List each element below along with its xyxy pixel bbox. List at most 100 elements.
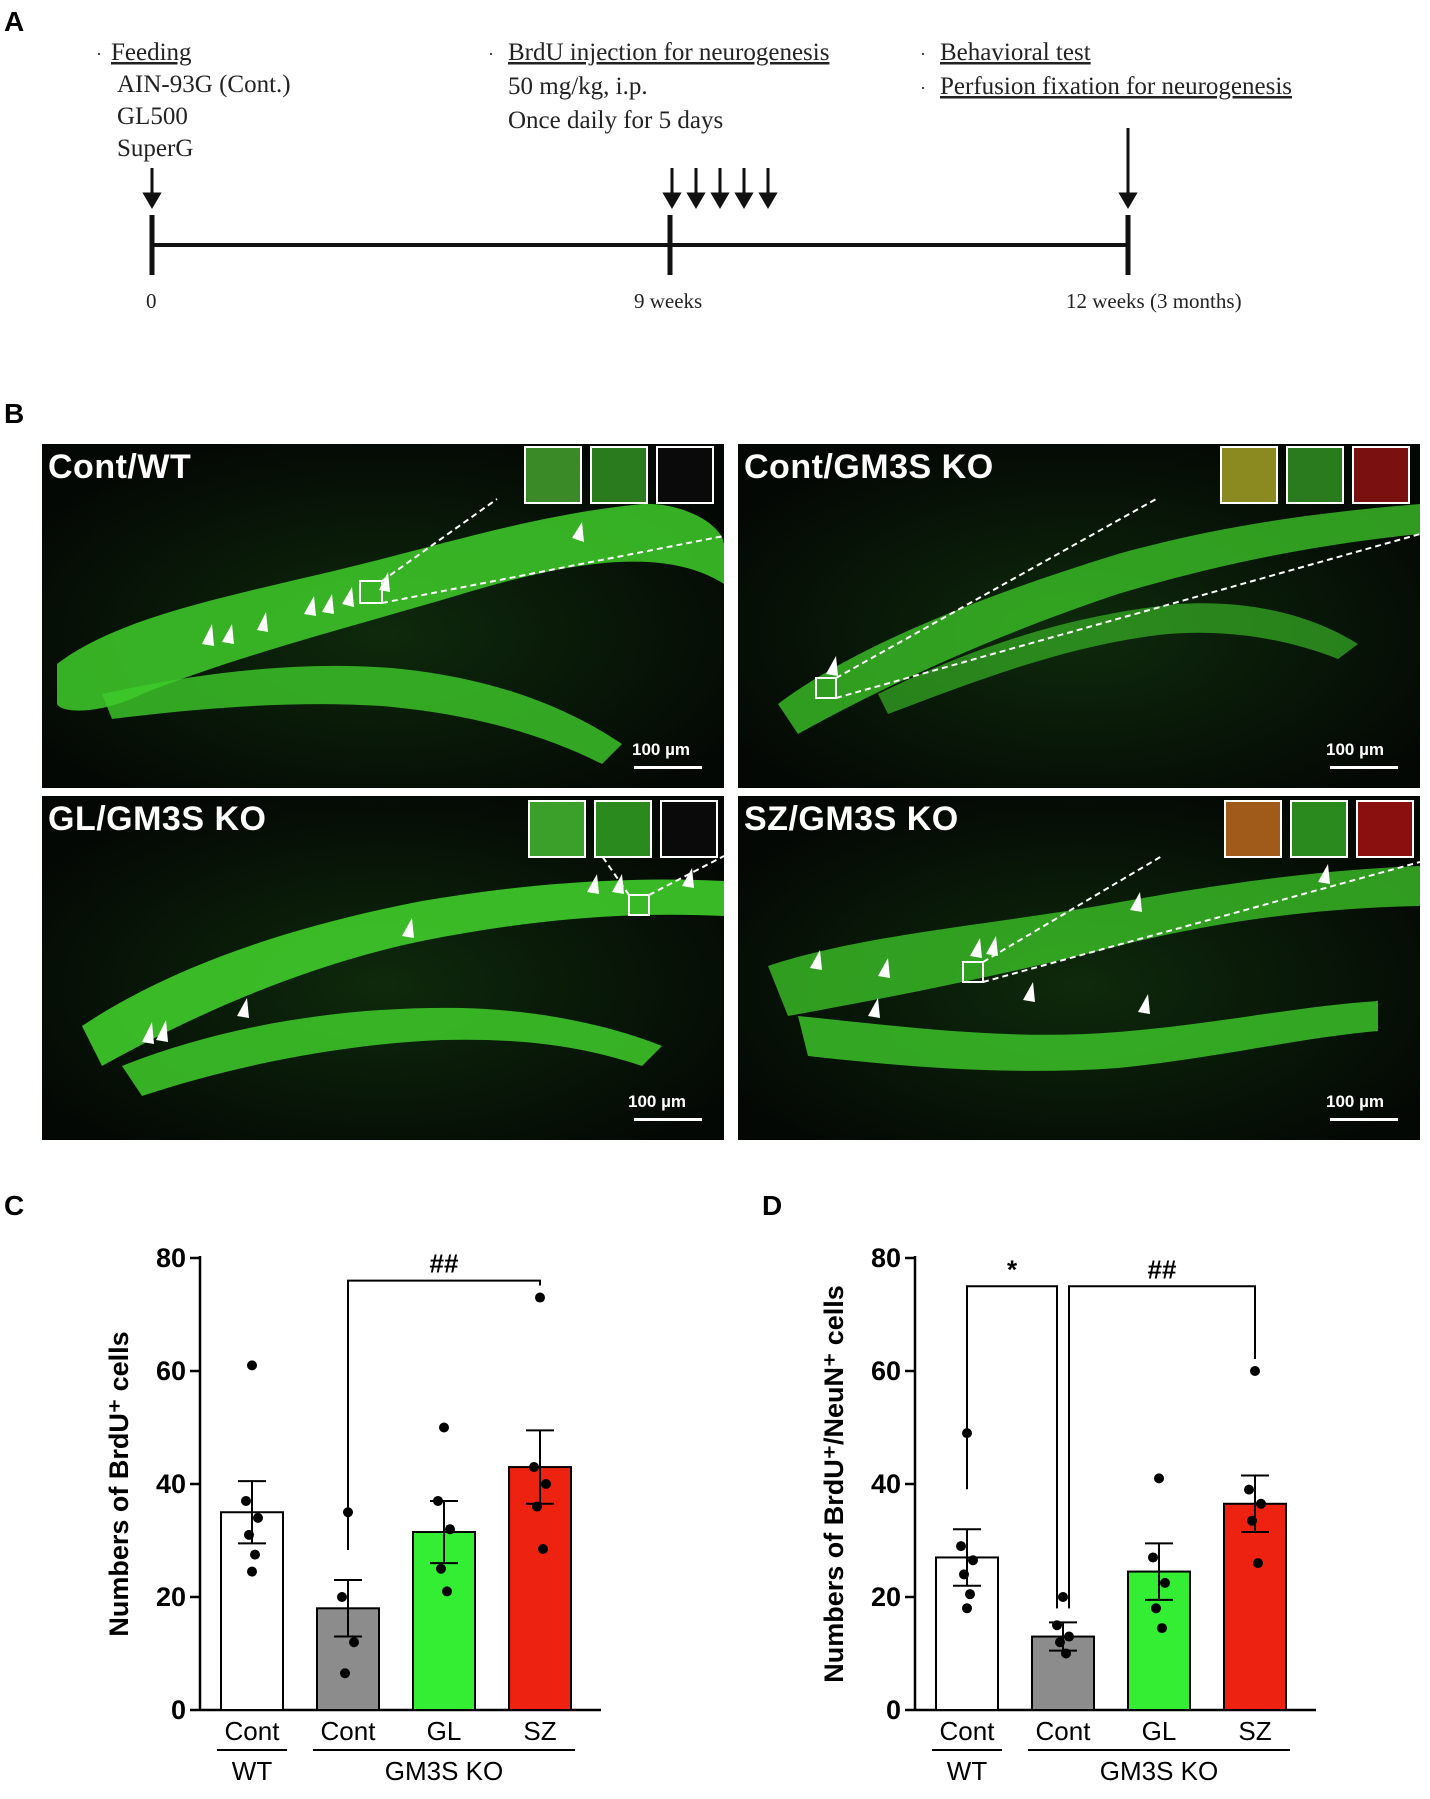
behavior-bullet-2: · <box>920 78 926 98</box>
data-point <box>959 1569 969 1580</box>
data-point <box>532 1501 542 1512</box>
data-point <box>349 1637 359 1648</box>
brdu-bullet: · <box>488 44 494 64</box>
data-point <box>541 1479 551 1489</box>
scale-bar <box>1330 766 1398 769</box>
data-point <box>1055 1637 1065 1648</box>
category-label: GL <box>427 1716 462 1746</box>
y-tick-label: 40 <box>156 1469 186 1499</box>
data-point <box>956 1541 966 1552</box>
data-point <box>1247 1515 1257 1526</box>
y-tick-label: 40 <box>871 1469 901 1499</box>
data-point <box>1064 1631 1074 1642</box>
inset-merge <box>528 800 586 858</box>
category-label: Cont <box>225 1716 281 1746</box>
micrograph-label-gl-gm3s-ko: GL/GM3S KO <box>48 800 267 838</box>
scale-bar-label: 100 µm <box>628 1092 686 1111</box>
bar <box>1223 1502 1287 1711</box>
data-point <box>1244 1484 1254 1495</box>
inset-brdu <box>660 800 718 858</box>
y-tick-label: 20 <box>156 1582 186 1612</box>
category-label: SZ <box>1238 1716 1271 1746</box>
inset-neun <box>590 446 648 504</box>
inset-merge <box>524 446 582 504</box>
timeline-tick-9-weeks: 9 weeks <box>634 289 702 313</box>
category-label: Cont <box>1036 1716 1092 1746</box>
micrograph-label-cont-wt: Cont/WT <box>48 448 192 486</box>
data-point <box>250 1549 260 1560</box>
panel-letter-a: A <box>4 6 25 37</box>
y-tick-label: 0 <box>171 1695 186 1725</box>
inset-merge <box>1220 446 1278 504</box>
y-tick-label: 60 <box>156 1356 186 1386</box>
data-point <box>244 1529 254 1540</box>
data-point <box>1154 1473 1164 1484</box>
data-point <box>1157 1623 1167 1634</box>
brdu-dose: 50 mg/kg, i.p. <box>508 73 648 100</box>
category-label: SZ <box>523 1716 556 1746</box>
data-point <box>1250 1366 1260 1376</box>
data-point <box>253 1512 263 1523</box>
data-point <box>439 1422 449 1433</box>
inset-brdu <box>656 446 714 504</box>
category-label: Cont <box>940 1716 996 1746</box>
micrograph-label-cont-gm3s-ko: Cont/GM3S KO <box>744 448 994 486</box>
scale-bar <box>1330 1118 1398 1121</box>
chart-brdu-neun-cells: 0 20 40 60 80 Numbers of BrdU⁺/NeuN⁺ cells Con… <box>819 1243 1316 1786</box>
chart-brdu-cells: 0 20 40 60 80 Numbers of BrdU⁺ cells Cont Cont G… <box>104 1243 601 1786</box>
data-point <box>340 1668 350 1679</box>
timeline-tick-12-weeks: 12 weeks (3 months) <box>1066 289 1242 313</box>
data-point <box>436 1563 446 1574</box>
significance-label: ## <box>430 1249 459 1279</box>
data-point <box>1160 1577 1170 1588</box>
data-point <box>1148 1552 1158 1563</box>
significance-bracket <box>966 1285 1058 1609</box>
panel-letter-b: B <box>4 398 25 429</box>
behavior-heading: Behavioral test <box>940 39 1091 66</box>
scale-bar-label: 100 µm <box>632 740 690 759</box>
micrograph-gl-gm3s-ko: GL/GM3S KO 100 µm <box>42 796 724 1140</box>
data-point <box>445 1524 455 1535</box>
y-tick-label: 80 <box>871 1243 901 1273</box>
group-label: WT <box>232 1756 273 1786</box>
data-point <box>1061 1648 1071 1659</box>
group-label: WT <box>947 1756 988 1786</box>
feeding-heading: Feeding <box>111 39 192 66</box>
feeding-bullet: · <box>96 44 102 64</box>
scale-bar-label: 100 µm <box>1326 1092 1384 1111</box>
y-tick-label: 0 <box>886 1695 901 1725</box>
timeline-arrows <box>142 128 1138 209</box>
data-point <box>529 1462 539 1473</box>
inset-neun <box>594 800 652 858</box>
data-point <box>337 1592 347 1602</box>
data-point <box>247 1566 257 1577</box>
behavior-bullet-1: · <box>920 44 926 64</box>
timeline-diagram: · Feeding AIN-93G (Cont.) GL500 SuperG ·… <box>96 39 1292 313</box>
inset-neun <box>1286 446 1344 504</box>
y-tick-label: 80 <box>156 1243 186 1273</box>
data-point <box>968 1555 978 1566</box>
scale-bar <box>634 1118 702 1121</box>
feeding-item-cont: AIN-93G (Cont.) <box>117 71 291 98</box>
inset-brdu <box>1352 446 1410 504</box>
category-label: GL <box>1142 1716 1177 1746</box>
data-point <box>535 1292 545 1303</box>
data-point <box>442 1586 452 1597</box>
micrograph-label-sz-gm3s-ko: SZ/GM3S KO <box>744 800 959 838</box>
data-point <box>965 1589 975 1600</box>
significance-bracket <box>347 1279 541 1551</box>
data-point <box>1256 1498 1266 1509</box>
significance-bracket <box>1068 1285 1256 1609</box>
y-tick-label: 20 <box>871 1582 901 1612</box>
data-point <box>241 1495 251 1506</box>
bar <box>220 1511 284 1711</box>
scale-bar <box>634 766 702 769</box>
group-label: GM3S KO <box>385 1756 503 1786</box>
y-tick-label: 60 <box>871 1356 901 1386</box>
timeline-tick-0: 0 <box>146 289 157 313</box>
brdu-heading: BrdU injection for neurogenesis <box>508 39 829 66</box>
micrograph-cont-wt: Cont/WT 100 µm <box>42 444 724 788</box>
inset-brdu <box>1356 800 1414 858</box>
perfusion-heading: Perfusion fixation for neurogenesis <box>940 73 1292 100</box>
data-point <box>1151 1603 1161 1614</box>
